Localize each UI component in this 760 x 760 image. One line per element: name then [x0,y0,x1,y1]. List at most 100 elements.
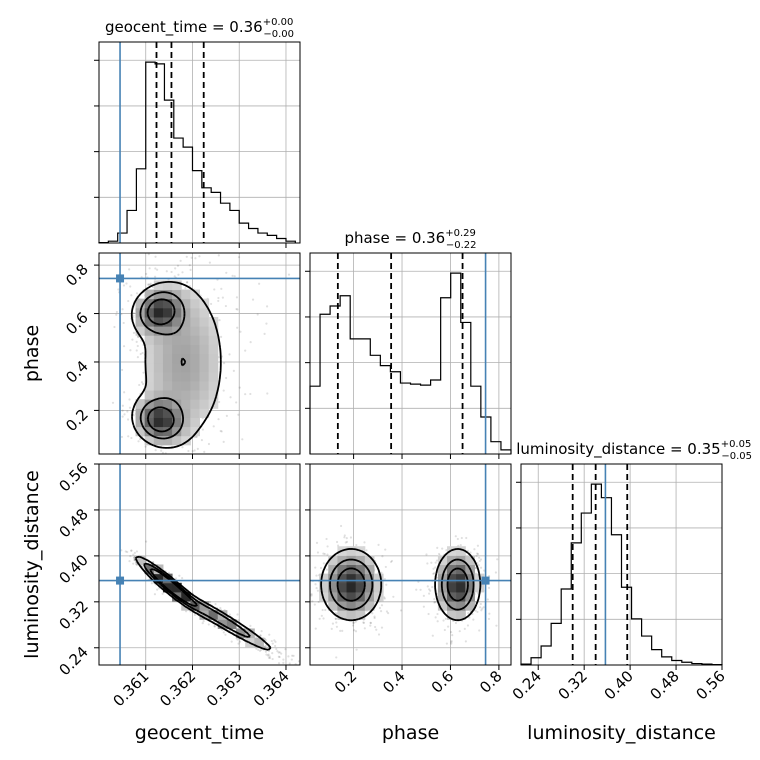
sample-point [139,352,142,356]
density-cell [346,573,357,584]
sample-point [426,585,429,588]
density-cell [236,628,246,639]
sample-point [480,609,483,612]
sample-point [259,634,262,637]
density-cell [337,555,348,565]
sample-point [178,574,181,577]
truth-marker [481,576,490,585]
density-cell [181,591,191,602]
density-cell [144,371,155,382]
sample-point [326,545,329,548]
sample-point [181,271,184,274]
density-cell [181,417,191,428]
sample-point [142,371,145,374]
density-cell [181,362,191,373]
density-cell [337,601,348,611]
sample-point [288,662,291,665]
density-cell [153,399,164,409]
density-cell [328,573,338,584]
density-cell [355,573,366,584]
sample-point [165,270,168,273]
x-axis-label-geocent_time: geocent_time [135,722,264,744]
sample-point [217,299,220,303]
density-cell [153,573,164,584]
sample-point [496,558,499,561]
sample-point [120,435,124,439]
sample-point [233,275,236,278]
density-cell [162,344,173,354]
sample-point [130,549,133,552]
sample-point [316,551,320,554]
contour-level [149,568,198,607]
sample-point [153,275,157,278]
sample-point [310,675,312,677]
density-cell [447,582,457,593]
density-cell [465,582,475,593]
sample-point [427,612,430,616]
sample-point [147,253,150,256]
sample-point [444,617,447,620]
sample-point [268,655,271,658]
sample-point [446,625,450,628]
sample-point [478,556,481,559]
density-cell [199,353,210,364]
sample-point [221,296,224,299]
sample-point [290,658,293,661]
sample-point [326,553,329,556]
density-cell [181,344,191,354]
density-cell [153,335,164,345]
sample-point [130,549,133,552]
sample-point [436,620,439,623]
sample-point [123,413,126,416]
density-cell [337,564,348,575]
contour-level [146,298,176,433]
sample-point [316,589,319,592]
density-cell [144,362,155,373]
sample-point [129,554,132,558]
sample-point [132,314,135,317]
sample-point [375,628,378,631]
density-cell [181,601,191,611]
density-cell [162,353,173,364]
density-cell [199,399,210,409]
sample-point [302,602,304,604]
sample-point [237,642,240,645]
sample-point [318,617,321,620]
density-cell [199,335,210,345]
sample-point [244,349,247,352]
density-cell [208,344,219,354]
sample-point [466,549,470,552]
density-cell [190,353,200,364]
density-cell [162,435,173,446]
sample-point [265,653,268,656]
density-cell [199,371,210,382]
sample-point [276,649,279,653]
sample-point [454,621,458,625]
sample-point [339,629,342,632]
density-cell [364,601,375,611]
density-cell [135,399,146,409]
sample-point [343,534,346,537]
density-cell [172,344,182,354]
sample-point [483,569,486,572]
sample-point [274,644,277,648]
sample-point [133,551,137,554]
sample-point [228,613,231,616]
density-cell [144,390,155,400]
sample-point [145,272,148,276]
density-cell [208,380,219,391]
density-cell [153,326,164,336]
density-cell [162,371,173,382]
sample-point [315,586,318,590]
sample-point [422,605,425,608]
sample-point [135,292,139,295]
density-cell [328,564,338,575]
sample-point [325,568,329,571]
density-cell [181,390,191,400]
sample-point [477,564,480,567]
sample-point [111,401,115,404]
density-cell [456,601,466,611]
sample-point [265,305,269,308]
sample-point [185,281,189,284]
sample-point [488,612,491,615]
